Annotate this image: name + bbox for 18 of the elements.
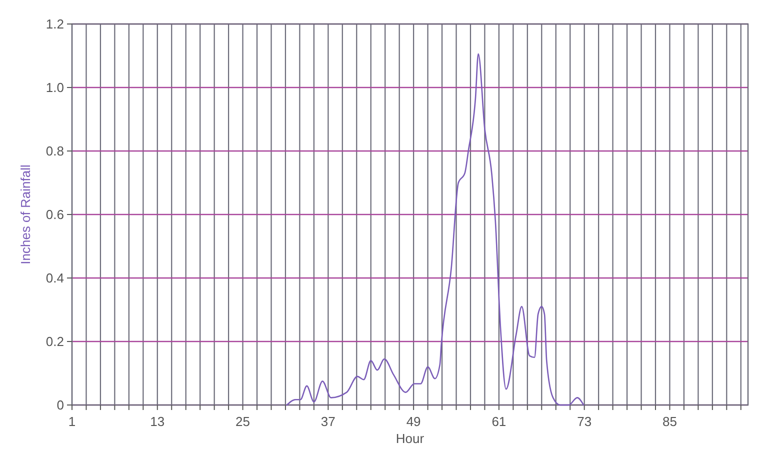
x-tick-label: 49	[406, 414, 421, 429]
y-tick-label: 0.8	[46, 144, 64, 158]
line-series	[286, 53, 584, 406]
x-tick-label: 25	[236, 414, 250, 429]
y-tick-label: 0.2	[46, 334, 64, 349]
x-tick-label: 61	[492, 414, 506, 429]
x-tick-label: 13	[150, 414, 165, 429]
y-tick-label: 0	[56, 398, 64, 412]
y-tick-label: 0.6	[46, 207, 64, 222]
x-tick-label: 37	[320, 414, 336, 429]
x-tick-label: 1	[68, 414, 76, 429]
y-axis-title: Inches of Rainfall	[18, 164, 33, 264]
y-tick-label: 0.4	[46, 270, 64, 286]
x-axis-title: Hour	[396, 431, 425, 446]
y-tick-label: 1.2	[46, 16, 64, 32]
x-tick-label: 85	[662, 414, 677, 429]
x-tick-label: 73	[577, 414, 592, 429]
y-tick-label: 1.0	[46, 80, 64, 95]
